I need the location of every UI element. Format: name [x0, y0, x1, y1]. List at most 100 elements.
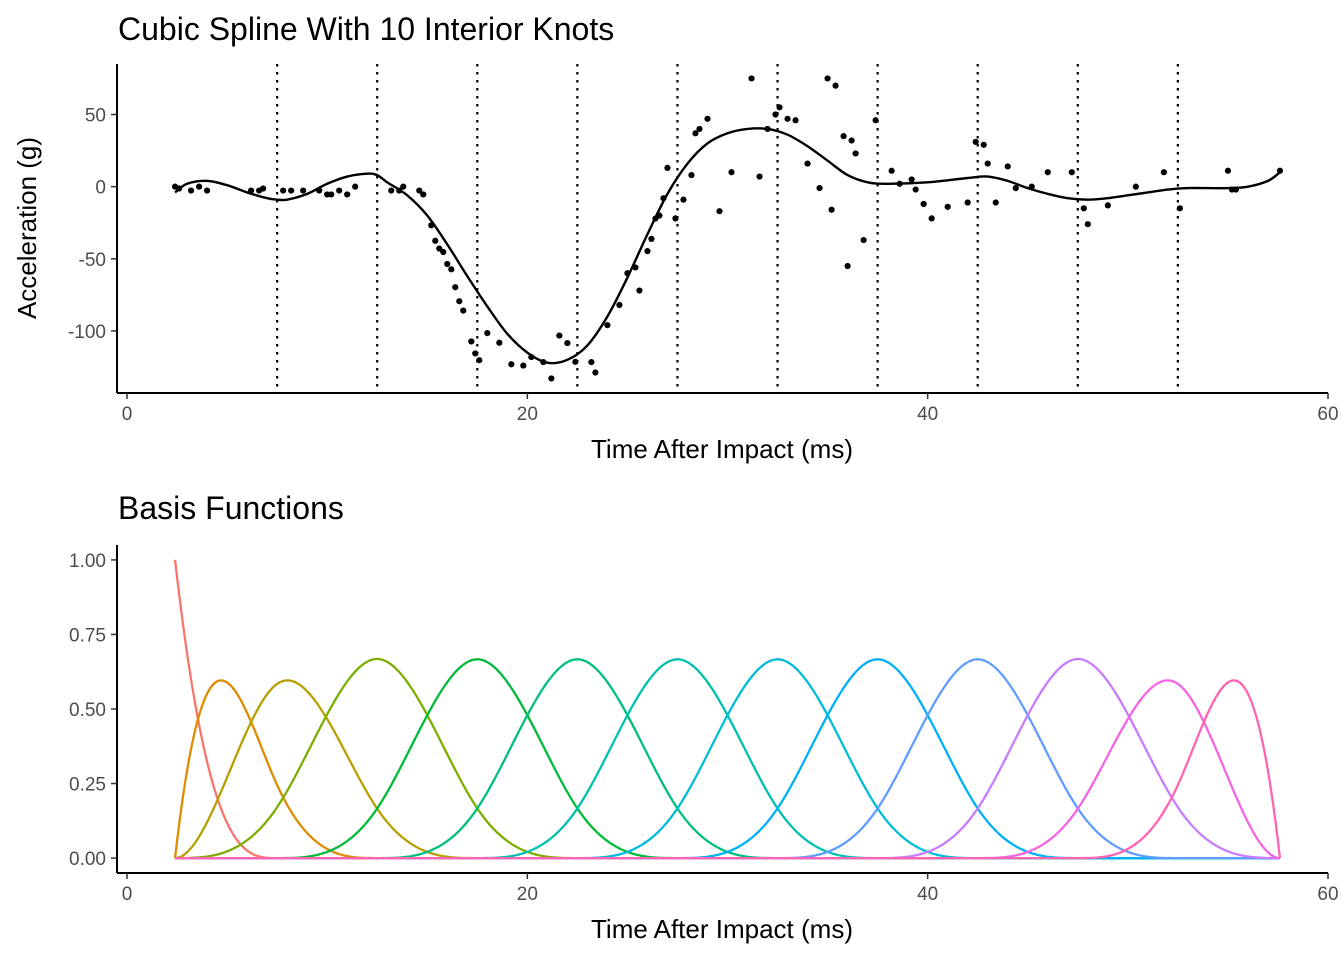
data-point: [476, 357, 483, 364]
spline-panel: Cubic Spline With 10 Interior Knots 50 0 -…: [12, 11, 1339, 464]
basis-x-axis-title: Time After Impact (ms): [591, 914, 853, 944]
data-point: [520, 362, 527, 369]
data-point: [444, 260, 451, 268]
spline-x-tick-label: 20: [517, 404, 538, 425]
spline-x-tick-label: 60: [1317, 404, 1338, 425]
data-point: [460, 307, 467, 314]
basis-curve-13: [175, 679, 1282, 860]
data-point: [1080, 205, 1087, 212]
data-point: [972, 138, 979, 146]
data-point: [432, 237, 439, 244]
basis-panel: Basis Functions 1.00 0.75 0.50 0.25 0.00 0 20…: [69, 490, 1339, 944]
data-point: [400, 183, 407, 190]
spline-fit-line: [174, 127, 1281, 365]
data-point: [452, 284, 459, 291]
data-point: [756, 173, 763, 180]
spline-y-tick-label: 0: [95, 178, 106, 199]
spline-y-tick-label: 50: [85, 106, 106, 127]
data-point: [288, 187, 295, 194]
data-point: [816, 184, 823, 192]
data-point: [1012, 184, 1019, 192]
data-point: [992, 199, 999, 206]
data-point: [388, 187, 395, 194]
spline-x-tick-label: 40: [917, 404, 938, 425]
data-point: [944, 203, 951, 210]
data-point: [852, 150, 859, 157]
data-point: [1160, 169, 1167, 176]
basis-y-tick-label: 0.75: [69, 625, 106, 646]
basis-y-tick-label: 0.50: [69, 700, 106, 721]
data-point: [456, 298, 463, 305]
basis-x-tick-label: 40: [917, 884, 938, 905]
data-point: [776, 104, 783, 111]
spline-x-axis-title: Time After Impact (ms): [591, 434, 853, 464]
data-point: [436, 245, 443, 252]
data-point: [636, 287, 643, 294]
data-point: [344, 191, 351, 198]
data-point: [604, 322, 611, 329]
data-point: [496, 339, 503, 346]
basis-curves: [173, 559, 1282, 860]
data-point: [772, 111, 779, 118]
data-point: [728, 169, 735, 176]
data-point: [692, 130, 699, 137]
data-point: [688, 172, 695, 179]
data-point: [468, 338, 475, 345]
data-point: [564, 339, 571, 347]
data-point: [844, 262, 851, 270]
data-point: [860, 236, 867, 244]
data-point: [1044, 169, 1051, 176]
data-point: [195, 183, 203, 190]
data-point: [792, 117, 799, 124]
data-point: [644, 248, 651, 255]
basis-x-tick-label: 20: [517, 884, 538, 905]
data-point: [328, 191, 335, 198]
basis-x-ticks: 0 20 40 60: [122, 873, 1339, 905]
data-point: [484, 330, 491, 337]
data-point: [1132, 183, 1139, 190]
data-point: [696, 125, 703, 133]
spline-y-tick-label: -50: [79, 250, 106, 271]
data-point: [548, 375, 555, 382]
data-point: [556, 332, 563, 339]
data-point: [804, 160, 811, 167]
data-point: [1068, 169, 1075, 176]
data-point: [588, 359, 595, 366]
data-point: [1104, 202, 1111, 209]
data-point: [592, 369, 599, 376]
data-point: [964, 199, 971, 206]
data-point: [572, 358, 579, 365]
data-point: [704, 115, 711, 122]
data-point: [260, 185, 267, 192]
spline-x-tick-label: 0: [122, 404, 133, 425]
basis-y-tick-label: 1.00: [69, 551, 106, 572]
data-point: [984, 160, 991, 167]
data-point: [980, 141, 987, 148]
spline-title: Cubic Spline With 10 Interior Knots: [118, 11, 614, 47]
data-point: [1004, 163, 1011, 170]
basis-y-tick-label: 0.25: [69, 775, 106, 796]
data-point: [448, 266, 455, 273]
data-point: [616, 301, 623, 309]
spline-y-axis-title: Acceleration (g): [12, 137, 42, 319]
data-point: [908, 176, 915, 183]
data-point: [920, 200, 927, 208]
data-point: [888, 167, 895, 174]
spline-x-ticks: 0 20 40 60: [122, 393, 1339, 425]
basis-x-tick-label: 0: [122, 884, 133, 905]
data-point: [472, 350, 479, 357]
data-point: [508, 361, 515, 368]
basis-title: Basis Functions: [118, 490, 344, 526]
data-point: [928, 215, 935, 222]
basis-y-tick-label: 0.00: [69, 849, 106, 870]
data-point: [784, 115, 791, 122]
data-point: [336, 187, 343, 194]
data-point: [1084, 221, 1091, 228]
data-point: [832, 82, 839, 89]
knot-lines: [276, 64, 1179, 393]
data-point: [840, 133, 847, 140]
data-point: [912, 186, 919, 193]
spline-y-tick-label: -100: [68, 322, 106, 343]
basis-y-ticks: 1.00 0.75 0.50 0.25 0.00: [69, 551, 117, 870]
